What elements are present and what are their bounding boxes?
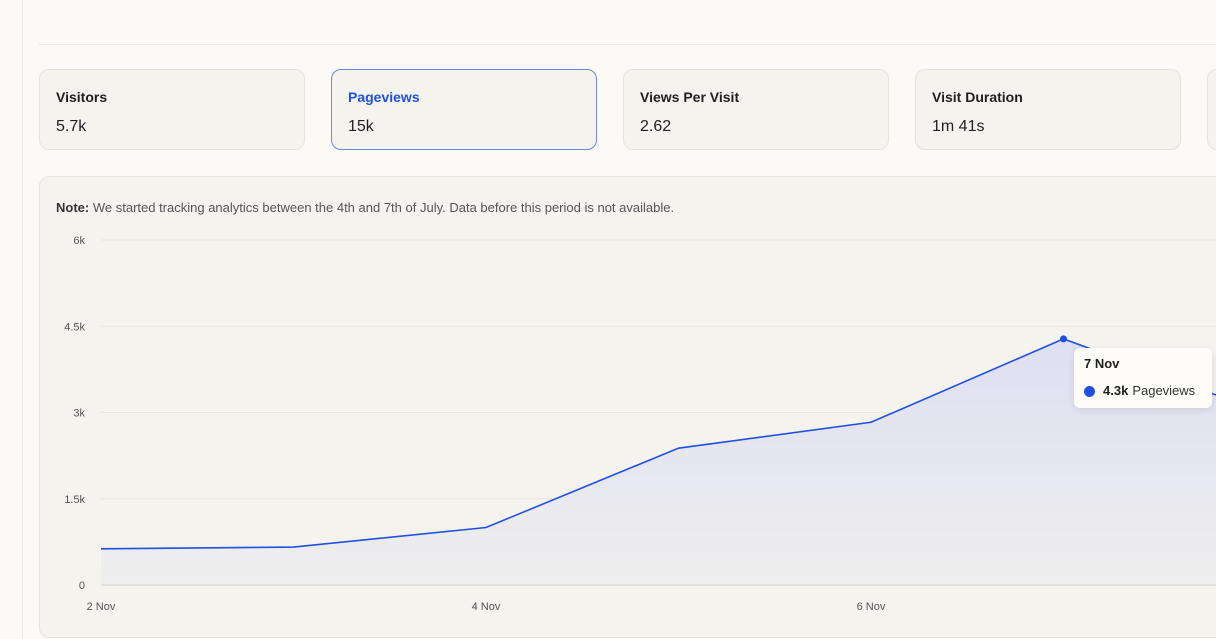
note-prefix: Note:	[56, 200, 90, 215]
tooltip-row: 4.3k Pageviews	[1084, 383, 1202, 399]
note-text: We started tracking analytics between th…	[92, 200, 675, 215]
stat-card-pageviews[interactable]: Pageviews 15k	[331, 69, 597, 150]
tooltip-date: 7 Nov	[1084, 356, 1120, 371]
stat-value: 15k	[348, 118, 374, 135]
stat-value: 1m 41s	[932, 118, 985, 135]
pageviews-area	[101, 338, 1216, 585]
x-axis-ticks: 2 Nov 4 Nov 6 Nov	[87, 601, 886, 613]
y-tick-label: 6k	[73, 235, 85, 247]
left-sidebar-rail	[0, 0, 23, 639]
series-dot-icon	[1084, 385, 1095, 397]
stat-label: Views Per Visit	[640, 89, 740, 105]
stat-card-views-per-visit[interactable]: Views Per Visit 2.62	[623, 69, 889, 150]
x-tick-label: 6 Nov	[857, 601, 886, 613]
stat-value: 2.62	[640, 118, 672, 135]
tooltip-value: 4.3k	[1103, 383, 1129, 398]
y-tick-label: 0	[79, 580, 85, 592]
y-tick-label: 4.5k	[64, 321, 85, 333]
data-points	[1060, 335, 1067, 343]
header-divider	[39, 44, 1216, 45]
highlighted-point[interactable]	[1060, 335, 1067, 343]
tooltip-series: Pageviews	[1132, 383, 1196, 398]
stat-card-visitors[interactable]: Visitors 5.7k	[39, 69, 305, 150]
stat-label: Visit Duration	[932, 89, 1023, 105]
tracking-note: Note: We started tracking analytics betw…	[56, 200, 674, 216]
stat-card-visit-duration[interactable]: Visit Duration 1m 41s	[915, 69, 1181, 150]
stat-label: Pageviews	[348, 89, 420, 105]
stat-label: Visitors	[56, 89, 108, 105]
chart-tooltip: 7 Nov 4.3k Pageviews	[1074, 348, 1212, 408]
x-tick-label: 4 Nov	[472, 601, 501, 613]
stat-value: 5.7k	[56, 118, 87, 135]
y-axis-ticks: 0 1.5k 3k 4.5k 6k	[64, 235, 85, 592]
y-tick-label: 1.5k	[64, 494, 85, 506]
x-tick-label: 2 Nov	[87, 601, 116, 613]
y-tick-label: 3k	[73, 408, 85, 420]
